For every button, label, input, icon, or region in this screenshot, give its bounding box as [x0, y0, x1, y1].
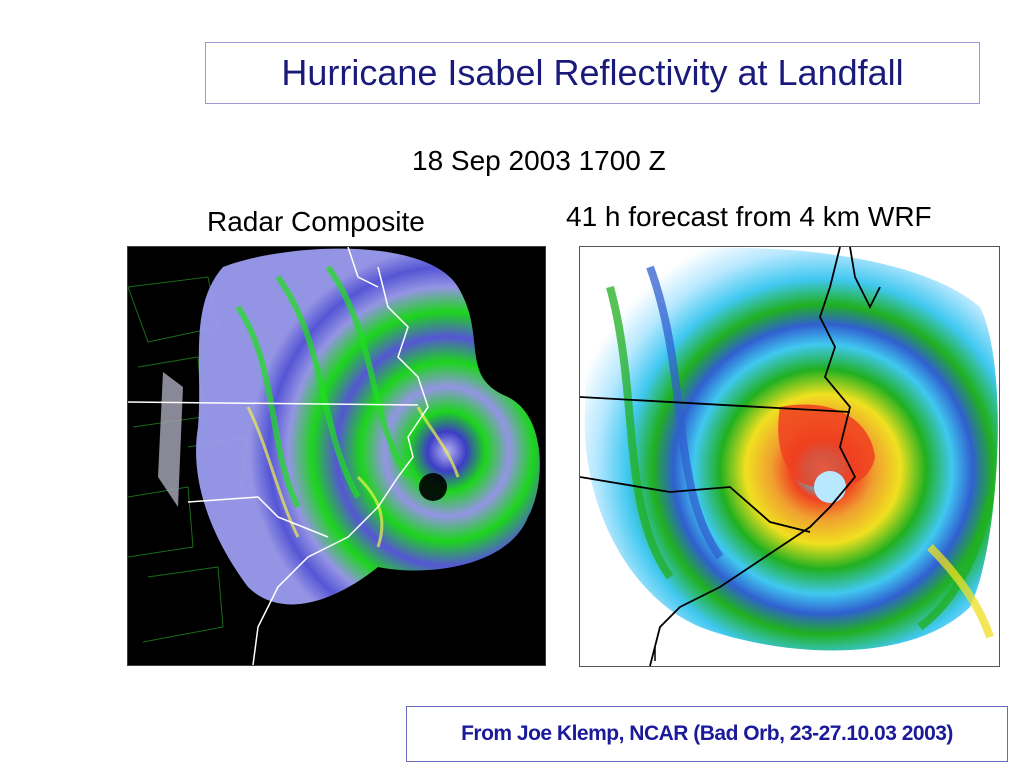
radar-composite-image	[127, 246, 546, 666]
timestamp: 18 Sep 2003 1700 Z	[412, 145, 666, 176]
radar-composite-graphic	[128, 247, 545, 665]
slide-title: Hurricane Isabel Reflectivity at Landfal…	[281, 52, 904, 93]
wrf-caption: 41 h forecast from 4 km WRF	[566, 201, 932, 232]
wrf-forecast-image	[579, 246, 1000, 667]
title-box: Hurricane Isabel Reflectivity at Landfal…	[205, 42, 980, 104]
credit-box: From Joe Klemp, NCAR (Bad Orb, 23-27.10.…	[406, 706, 1008, 762]
radar-caption: Radar Composite	[207, 206, 425, 237]
credit-text: From Joe Klemp, NCAR (Bad Orb, 23-27.10.…	[461, 722, 953, 745]
wrf-forecast-graphic	[580, 247, 999, 666]
